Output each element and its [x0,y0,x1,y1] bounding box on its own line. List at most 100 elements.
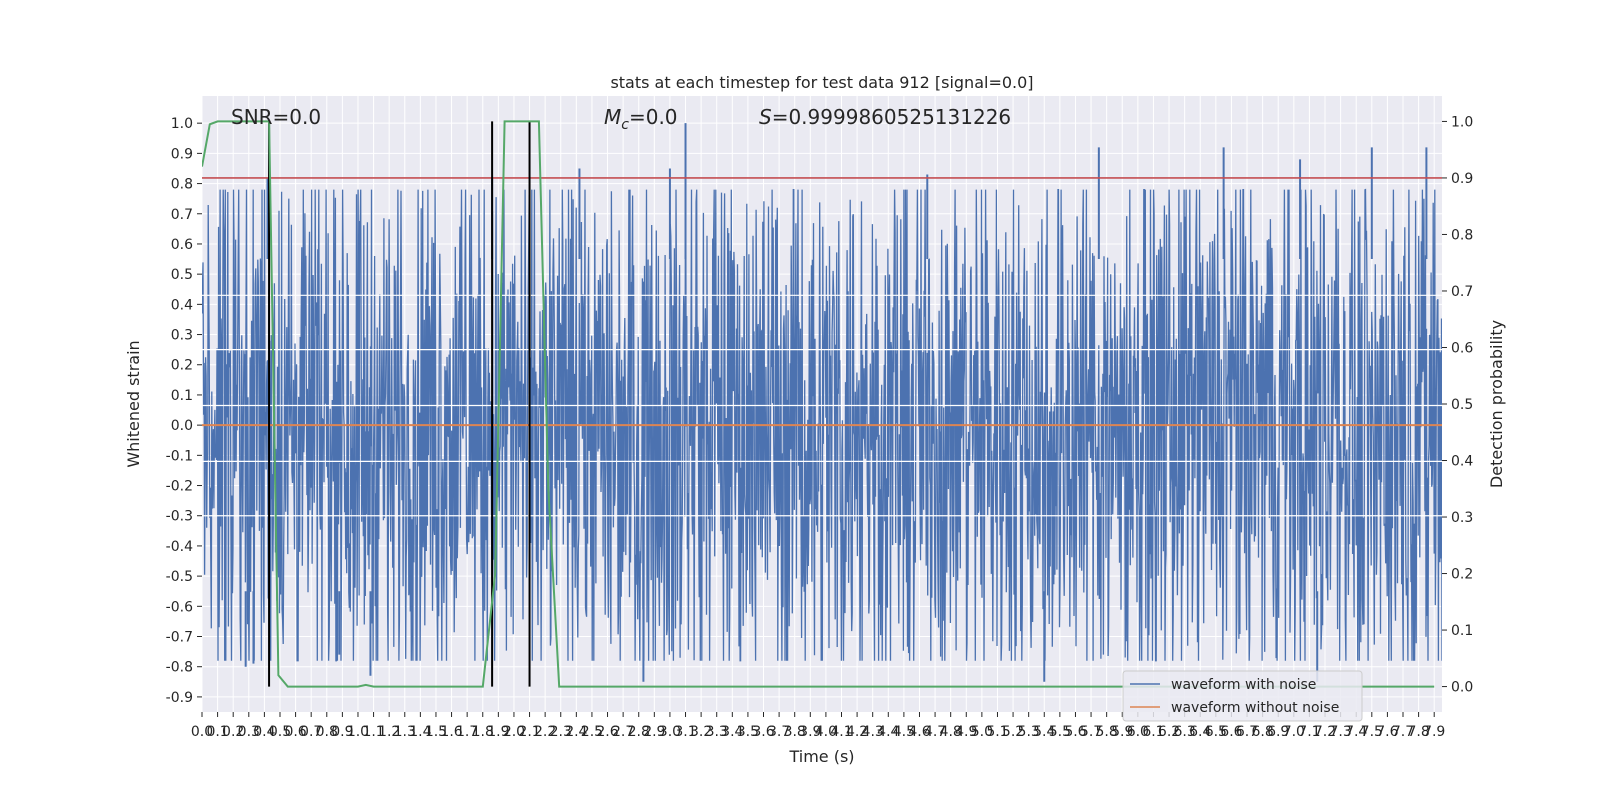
x-tick-label-33: 3.3 [706,724,728,740]
y-tick-label-2: -0.7 [166,630,193,646]
y-tick-label-11: 0.2 [171,358,193,374]
y2-tick-label-1: 0.1 [1451,623,1473,639]
x-tick-label-11: 1.1 [362,724,384,740]
y2-tick-label-10: 1.0 [1451,114,1473,130]
y2-tick-label-3: 0.3 [1451,510,1473,526]
x-tick-label-20: 2.0 [503,724,525,740]
x-tick-label-56: 5.6 [1064,724,1086,740]
x-tick-label-71: 7.1 [1298,724,1320,740]
y-tick-label-5: -0.4 [166,539,193,555]
x-tick-label-23: 2.3 [550,724,572,740]
x-tick-label-39: 3.9 [799,724,821,740]
x-tick-label-27: 2.7 [612,724,634,740]
annotation-chirp-mass: Mc=0.0 [604,105,678,133]
x-tick-label-66: 6.6 [1220,724,1242,740]
y-tick-label-8: -0.1 [166,448,193,464]
x-tick-label-47: 4.7 [924,724,946,740]
x-tick-label-75: 7.5 [1361,724,1383,740]
x-tick-label-52: 5.2 [1002,724,1024,740]
y-tick-label-13: 0.4 [171,297,193,313]
x-tick-label-37: 3.7 [768,724,790,740]
x-tick-label-25: 2.5 [581,724,603,740]
x-tick-label-13: 1.3 [394,724,416,740]
x-tick-label-67: 6.7 [1236,724,1258,740]
y-tick-label-12: 0.3 [171,328,193,344]
x-tick-label-55: 5.5 [1049,724,1071,740]
x-tick-label-54: 5.4 [1033,724,1055,740]
y2-axis-ticks: 0.0 0.1 0.2 0.3 0.4 0.5 0.6 0.7 0.8 0.9 1.0 [1442,114,1473,696]
x-tick-label-29: 2.9 [643,724,665,740]
x-tick-label-12: 1.2 [378,724,400,740]
y2-tick-label-8: 0.8 [1451,227,1473,243]
x-tick-label-61: 6.1 [1142,724,1164,740]
x-tick-label-46: 4.6 [908,724,930,740]
x-tick-label-64: 6.4 [1189,724,1211,740]
annotation-statistic: S=0.9999860525131226 [759,105,1011,129]
annotation-snr: SNR=0.0 [231,105,321,129]
x-tick-label-19: 1.9 [487,724,509,740]
y-tick-label-9: 0.0 [171,418,193,434]
x-tick-label-24: 2.4 [565,724,587,740]
x-tick-label-43: 4.3 [862,724,884,740]
y-tick-label-10: 0.1 [171,388,193,404]
y-tick-label-14: 0.5 [171,267,193,283]
x-axis-ticks: 0.00.10.20.30.40.50.60.70.80.91.01.11.21… [191,712,1445,740]
legend-box [1122,670,1363,722]
detection-probability-line [202,120,1435,688]
x-tick-label-73: 7.3 [1329,724,1351,740]
y-axis-label: Whitened strain [124,340,143,467]
x-tick-label-59: 5.9 [1111,724,1133,740]
x-tick-label-14: 1.4 [409,724,431,740]
y-axis-ticks: -0.9 -0.8 -0.7 -0.6 -0.5 -0.4 -0.3 -0.2 -0.1 0.0 0… [166,116,202,706]
x-tick-label-63: 6.3 [1174,724,1196,740]
x-tick-label-3: 0.3 [238,724,260,740]
x-tick-label-30: 3.0 [659,724,681,740]
y2-axis-label: Detection probability [1487,320,1506,488]
x-tick-label-5: 0.5 [269,724,291,740]
y-tick-label-17: 0.8 [171,177,193,193]
x-tick-label-21: 2.1 [518,724,540,740]
x-tick-label-79: 7.9 [1423,724,1445,740]
x-tick-label-53: 5.3 [1018,724,1040,740]
y-tick-label-3: -0.6 [166,599,193,615]
y-tick-label-1: -0.8 [166,660,193,676]
x-tick-label-36: 3.6 [752,724,774,740]
y2-tick-label-9: 0.9 [1451,171,1473,187]
x-tick-label-57: 5.7 [1080,724,1102,740]
x-tick-label-15: 1.5 [425,724,447,740]
x-tick-label-38: 3.8 [784,724,806,740]
x-tick-label-51: 5.1 [986,724,1008,740]
x-tick-label-40: 4.0 [815,724,837,740]
legend: waveform with noise waveform without noi… [1122,670,1363,722]
x-tick-label-70: 7.0 [1283,724,1305,740]
x-tick-label-1: 0.1 [206,724,228,740]
x-tick-label-78: 7.8 [1407,724,1429,740]
x-tick-label-60: 6.0 [1127,724,1149,740]
x-tick-label-4: 0.4 [253,724,275,740]
series-waveform-with-noise [202,123,1442,682]
y-tick-label-19: 1.0 [171,116,193,132]
x-tick-label-31: 3.1 [674,724,696,740]
x-tick-label-49: 4.9 [955,724,977,740]
y-tick-label-7: -0.2 [166,479,193,495]
x-axis-label: Time (s) [788,747,854,766]
x-tick-label-41: 4.1 [830,724,852,740]
y2-tick-label-0: 0.0 [1451,680,1473,696]
x-tick-label-9: 0.9 [331,724,353,740]
x-tick-label-45: 4.5 [893,724,915,740]
x-tick-label-16: 1.6 [440,724,462,740]
x-tick-label-10: 1.0 [347,724,369,740]
x-tick-label-2: 0.2 [222,724,244,740]
x-tick-label-68: 6.8 [1251,724,1273,740]
x-tick-label-18: 1.8 [472,724,494,740]
x-tick-label-8: 0.8 [316,724,338,740]
x-tick-label-77: 7.7 [1392,724,1414,740]
x-tick-label-74: 7.4 [1345,724,1367,740]
x-tick-label-50: 5.0 [971,724,993,740]
waveform-with-noise-trace [202,188,1442,662]
x-tick-label-72: 7.2 [1314,724,1336,740]
x-tick-label-76: 7.6 [1376,724,1398,740]
x-tick-label-48: 4.8 [940,724,962,740]
x-tick-label-34: 3.4 [721,724,743,740]
x-tick-label-44: 4.4 [877,724,899,740]
